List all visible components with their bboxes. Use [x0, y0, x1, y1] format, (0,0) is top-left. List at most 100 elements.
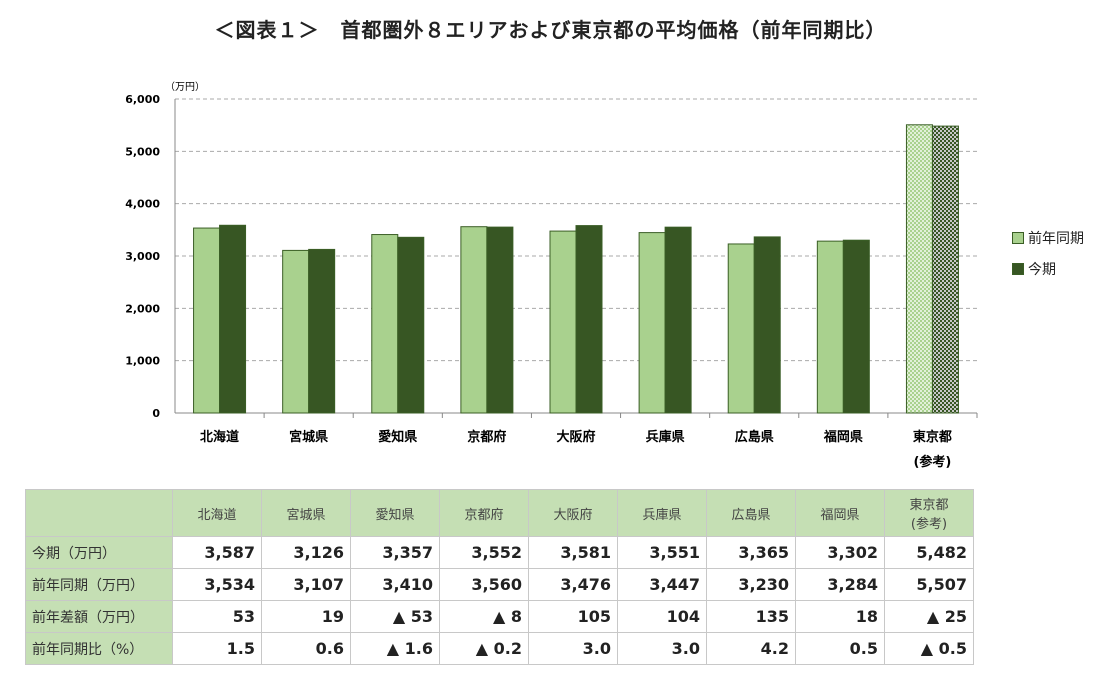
table-row: 今期（万円） 3,587 3,126 3,357 3,552 3,581 3,551 3,36… — [25, 536, 974, 569]
table-cell: 5,482 — [884, 536, 974, 569]
bar-current — [575, 225, 603, 414]
table-cell: 105 — [528, 600, 618, 633]
legend-swatch — [1012, 263, 1024, 275]
x-tick-label: 福岡県 — [823, 429, 863, 445]
col-header: 宮城県 — [261, 489, 351, 537]
table-header-row: 北海道 宮城県 愛知県 京都府 大阪府 兵庫県 広島県 福岡県 東京都 (参考) — [25, 489, 974, 537]
x-tick-label: 愛知県 — [378, 429, 417, 445]
table-cell: 3,587 — [172, 536, 262, 569]
table-cell: 3,581 — [528, 536, 618, 569]
col-header: 大阪府 — [528, 489, 618, 537]
x-tick-sublabel: (参考) — [913, 454, 951, 470]
bar-current — [486, 226, 514, 414]
col-header: 京都府 — [439, 489, 529, 537]
bar-previous — [371, 234, 399, 414]
bar-previous — [549, 230, 577, 414]
x-tick-label: 北海道 — [200, 429, 239, 445]
table-cell: ▲ 0.5 — [884, 632, 974, 665]
x-tick-label: 広島県 — [735, 429, 774, 445]
table-cell: 3.0 — [528, 632, 618, 665]
bar-previous — [460, 226, 488, 414]
bar-current — [219, 224, 247, 414]
y-tick-label: 3,000 — [125, 250, 160, 263]
table-corner — [25, 489, 173, 537]
table-row: 前年同期比（%） 1.5 0.6 ▲ 1.6 ▲ 0.2 3.0 3.0 4.2 0.5 ▲ 0.… — [25, 632, 974, 665]
y-tick-label: 2,000 — [125, 302, 160, 315]
y-tick-label: 5,000 — [125, 145, 160, 158]
table-cell: 3,230 — [706, 568, 796, 601]
x-tick-label: 大阪府 — [556, 429, 595, 445]
table-cell: 3,410 — [350, 568, 440, 601]
page-title: ＜図表１＞ 首都圏外８エリアおよび東京都の平均価格（前年同期比） — [214, 18, 887, 42]
table-cell: ▲ 25 — [884, 600, 974, 633]
table-cell: 3,284 — [795, 568, 885, 601]
col-header: 北海道 — [172, 489, 262, 537]
table-cell: 3,107 — [261, 568, 351, 601]
legend-label: 前年同期 — [1028, 231, 1084, 247]
data-table: 北海道 宮城県 愛知県 京都府 大阪府 兵庫県 広島県 福岡県 東京都 (参考) … — [25, 489, 974, 665]
bar-current — [753, 236, 781, 414]
bar-previous — [193, 227, 221, 414]
bar-current — [308, 248, 336, 414]
row-label: 前年差額（万円） — [25, 600, 173, 633]
table-cell: 3,551 — [617, 536, 707, 569]
col-header: 福岡県 — [795, 489, 885, 537]
table-cell: ▲ 0.2 — [439, 632, 529, 665]
y-unit-label: （万円） — [165, 81, 205, 93]
legend-swatch — [1012, 232, 1024, 244]
row-label: 前年同期（万円） — [25, 568, 173, 601]
table-cell: 135 — [706, 600, 796, 633]
bar-current — [842, 239, 870, 414]
bar-previous — [816, 240, 844, 414]
legend-item-prev: 前年同期 — [1012, 228, 1084, 248]
table-cell: 3,357 — [350, 536, 440, 569]
col-header: 愛知県 — [350, 489, 440, 537]
x-tick-label: 兵庫県 — [646, 429, 685, 445]
bar-previous — [638, 232, 666, 414]
table-row: 前年差額（万円） 53 19 ▲ 53 ▲ 8 105 104 135 18 ▲ 25 — [25, 600, 974, 633]
table-cell: 3,447 — [617, 568, 707, 601]
y-tick-label: 6,000 — [125, 93, 160, 106]
x-tick-label: 東京都 — [913, 429, 952, 445]
table-row: 前年同期（万円） 3,534 3,107 3,410 3,560 3,476 3,447 3,… — [25, 568, 974, 601]
table-cell: 5,507 — [884, 568, 974, 601]
bar-current — [664, 226, 692, 414]
x-tick-label: 京都府 — [467, 429, 506, 445]
table-cell: 53 — [172, 600, 262, 633]
row-label: 前年同期比（%） — [25, 632, 173, 665]
table-cell: 3,534 — [172, 568, 262, 601]
table-cell: 19 — [261, 600, 351, 633]
col-header: 広島県 — [706, 489, 796, 537]
table-cell: 3,560 — [439, 568, 529, 601]
bar-chart: （万円） 0 1,000 2,000 3,000 4,000 5,000 6,000 北海道 宮… — [125, 81, 978, 470]
bar-previous — [905, 124, 933, 414]
table-cell: ▲ 1.6 — [350, 632, 440, 665]
y-tick-label: 4,000 — [125, 198, 160, 211]
table-cell: 3,552 — [439, 536, 529, 569]
col-header-sub: (参考) — [910, 517, 948, 532]
table-cell: 3,365 — [706, 536, 796, 569]
bar-previous — [727, 243, 755, 414]
table-cell: 3,126 — [261, 536, 351, 569]
col-header: 東京都 (参考) — [884, 489, 974, 537]
col-header-main: 東京都 — [909, 498, 949, 513]
y-tick-label: 0 — [152, 407, 160, 420]
table-cell: ▲ 8 — [439, 600, 529, 633]
table-cell: 0.6 — [261, 632, 351, 665]
table-cell: 104 — [617, 600, 707, 633]
row-label: 今期（万円） — [25, 536, 173, 569]
bar-previous — [282, 249, 310, 414]
table-cell: ▲ 53 — [350, 600, 440, 633]
x-tick-label: 宮城県 — [289, 429, 328, 445]
y-tick-label: 1,000 — [125, 355, 160, 368]
table-cell: 3,302 — [795, 536, 885, 569]
table-cell: 3,476 — [528, 568, 618, 601]
table-cell: 3.0 — [617, 632, 707, 665]
bar-current — [931, 125, 959, 414]
table-cell: 4.2 — [706, 632, 796, 665]
table-cell: 1.5 — [172, 632, 262, 665]
bar-current — [397, 236, 425, 414]
table-cell: 18 — [795, 600, 885, 633]
table-cell: 0.5 — [795, 632, 885, 665]
legend-label: 今期 — [1028, 262, 1056, 278]
